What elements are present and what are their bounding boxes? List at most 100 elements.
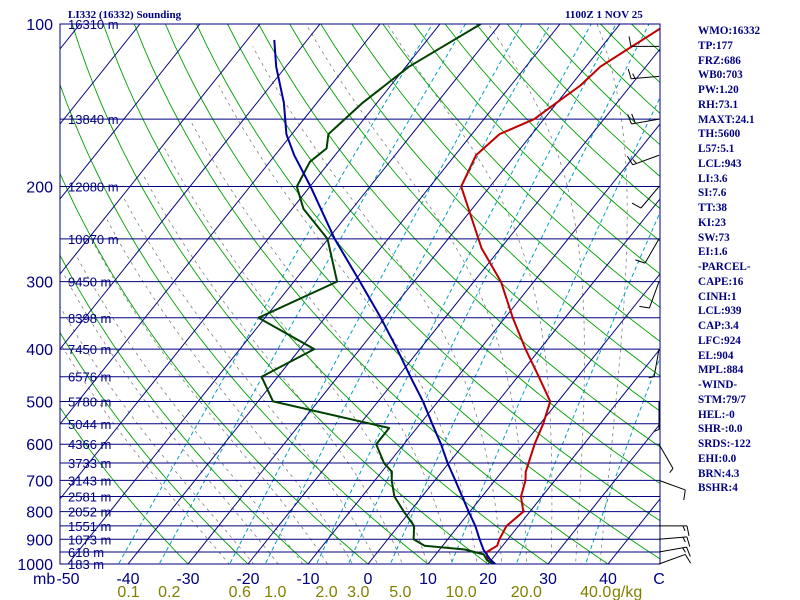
wind-barb-flag: [682, 525, 686, 532]
mixing-ratio-label: 2.0: [315, 584, 337, 600]
dry-adiabat-line: [102, 24, 549, 564]
stat-item: KI:23: [698, 216, 726, 229]
dry-adiabat-line: [60, 172, 369, 564]
temperature-tick-label: 20: [479, 571, 497, 588]
mixing-ratio-label: 0.1: [117, 584, 139, 600]
moist-adiabat-line: [106, 219, 353, 564]
mixing-ratio-label: 0.2: [158, 584, 180, 600]
dry-adiabat-line: [60, 331, 249, 564]
stat-item: SW:73: [698, 231, 730, 244]
height-label: 16310 m: [68, 17, 119, 32]
mixing-ratio-label: 40.0: [580, 584, 611, 600]
height-label: 6576 m: [68, 370, 111, 385]
stat-item: L57:5.1: [698, 143, 735, 155]
wind-barb-staff: [658, 479, 686, 491]
height-label: 1073 m: [68, 532, 111, 547]
wind-barb: [648, 349, 660, 379]
height-label: 7450 m: [68, 342, 111, 357]
stat-item: -PARCEL-: [698, 261, 751, 273]
temperature-unit-label: C: [653, 571, 665, 588]
pressure-label: 400: [26, 342, 53, 359]
observation-time: 1100Z 1 NOV 25: [565, 9, 643, 21]
wind-barb: [628, 36, 659, 47]
mixing-ratio-line: [450, 96, 660, 564]
height-label: 10670 m: [68, 232, 119, 247]
temperature-tick-label: -50: [56, 571, 79, 588]
wind-barb-staff: [648, 281, 660, 309]
wind-barb-flag: [682, 536, 686, 543]
stat-item: CAP:3.4: [698, 320, 739, 332]
mixing-ratio-unit-label: g/kg: [612, 584, 642, 600]
pressure-label: 900: [26, 532, 53, 549]
mixing-ratio-label: 20.0: [511, 584, 542, 600]
wind-barb-flag: [686, 525, 690, 536]
wind-barb-flag: [628, 36, 632, 47]
stat-item: EHI:0.0: [698, 452, 737, 465]
mixing-ratio-line: [585, 355, 660, 564]
mixing-ratio-label: 3.0: [347, 584, 369, 600]
wind-barb-staff: [658, 536, 687, 540]
dewpoint-line: [257, 24, 495, 564]
wind-barb-staff: [640, 186, 660, 209]
dry-adiabat-line: [289, 24, 660, 412]
wind-barb-flag: [632, 73, 636, 79]
height-label: 4366 m: [68, 437, 111, 452]
pressure-label: 300: [26, 275, 53, 292]
isotherm-line: [247, 48, 660, 564]
stability-indices: WMO:16332 TP:177 FRZ:686 WB0:703 PW:1.20 RH:7…: [698, 24, 760, 496]
temperature-tick-label: -10: [296, 571, 319, 588]
isotherm-line: [187, 24, 621, 564]
stat-item: SI:7.6: [698, 187, 727, 200]
isotherm-line: [60, 24, 141, 125]
stat-item: MPL:884: [698, 364, 744, 377]
stat-item: LI:3.6: [698, 172, 728, 185]
temperature-tick-label: -20: [236, 571, 259, 588]
moist-adiabat-line: [596, 24, 628, 564]
moist-adiabat-line: [164, 148, 428, 564]
wind-barb-flag: [648, 376, 655, 379]
stat-item: -WIND-: [698, 379, 738, 391]
wind-barb: [658, 553, 692, 565]
wind-barb-flag: [631, 113, 636, 124]
stat-item: CAPE:16: [698, 275, 744, 288]
isotherm-line: [487, 348, 660, 564]
height-label: 1551 m: [68, 519, 111, 534]
wind-barb-flag: [669, 468, 674, 473]
wind-barb-staff: [653, 349, 660, 377]
isotherm-line: [367, 198, 660, 564]
stat-item: PW:1.20: [698, 84, 739, 96]
moist-adiabat-line: [218, 85, 478, 564]
isotherms: [60, 24, 660, 564]
height-label: 5780 m: [68, 394, 111, 409]
wind-barb-flag: [639, 305, 650, 309]
stat-item: STM:79/7: [698, 393, 746, 406]
stat-item: BSHR:4: [698, 482, 738, 495]
pressure-label: 500: [26, 394, 53, 411]
temperature-tick-label: 30: [539, 571, 557, 588]
moist-adiabat-line: [60, 305, 255, 564]
stat-item: TH:5600: [698, 128, 741, 141]
wind-barb-flag: [686, 546, 691, 557]
height-label: 618 m: [68, 545, 104, 560]
isotherm-line: [60, 24, 441, 500]
height-label: 13840 m: [68, 112, 119, 127]
stat-item: SRDS:-122: [698, 438, 751, 450]
wind-barb-staff: [632, 154, 660, 166]
pressure-label: 800: [26, 505, 53, 522]
wind-barb-staff: [658, 553, 686, 565]
wind-barb: [631, 186, 660, 209]
wind-barbs: [626, 36, 692, 565]
wind-barb-flag: [683, 489, 686, 501]
mixing-ratio-line: [347, 24, 617, 564]
mixing-ratio-label: 0.6: [229, 584, 251, 600]
dry-adiabat-line: [258, 24, 660, 448]
stat-item: LCL:943: [698, 157, 742, 170]
dry-adiabat-line: [60, 406, 189, 564]
mixing-ratio-line: [229, 24, 523, 564]
wind-barb-flag: [631, 202, 642, 209]
dry-adiabat-line: [320, 24, 660, 377]
height-label: 5044 m: [68, 417, 111, 432]
dry-adiabat-line: [382, 24, 660, 308]
temperature-tick-label: 40: [599, 571, 617, 588]
wind-barb-flag: [684, 554, 692, 564]
